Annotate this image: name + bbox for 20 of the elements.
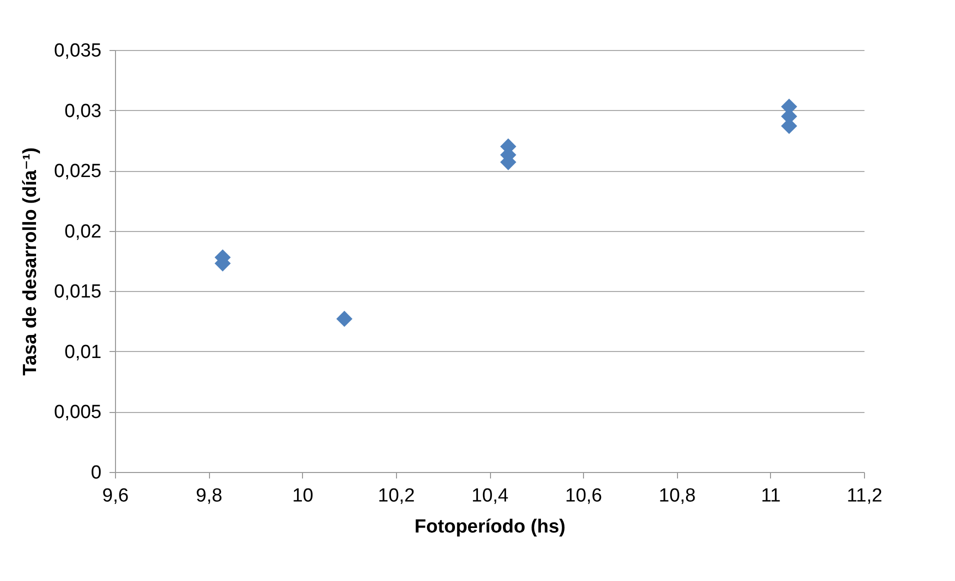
- x-tick-label: 9,8: [196, 486, 222, 506]
- point: [336, 310, 352, 327]
- x-tick-label: 10,6: [565, 486, 602, 506]
- y-tick-label: 0,015: [54, 282, 102, 303]
- y-tick-label: 0,01: [64, 342, 102, 363]
- y-tick-label: 0,025: [54, 161, 102, 182]
- x-tick-label: 10,8: [658, 486, 696, 506]
- x-tick-label: 9,6: [102, 486, 129, 506]
- x-tick-label: 11: [761, 486, 781, 506]
- y-tick-label: 0,005: [54, 402, 102, 424]
- y-axis-title: Tasa de desarrollo (día⁻¹): [20, 147, 41, 376]
- y-tick-label: 0,02: [64, 221, 102, 242]
- y-tick-label: 0: [90, 462, 102, 484]
- x-axis-title: Fotoperíodo (hs): [414, 516, 566, 538]
- y-tick-label: 0,03: [64, 100, 102, 122]
- x-tick-label: 10,2: [378, 486, 415, 506]
- x-tick-label: 10,4: [472, 486, 509, 506]
- y-tick-label: 0,035: [54, 40, 102, 62]
- x-tick-label: 10: [292, 486, 314, 506]
- x-tick-label: 11,2: [846, 486, 882, 506]
